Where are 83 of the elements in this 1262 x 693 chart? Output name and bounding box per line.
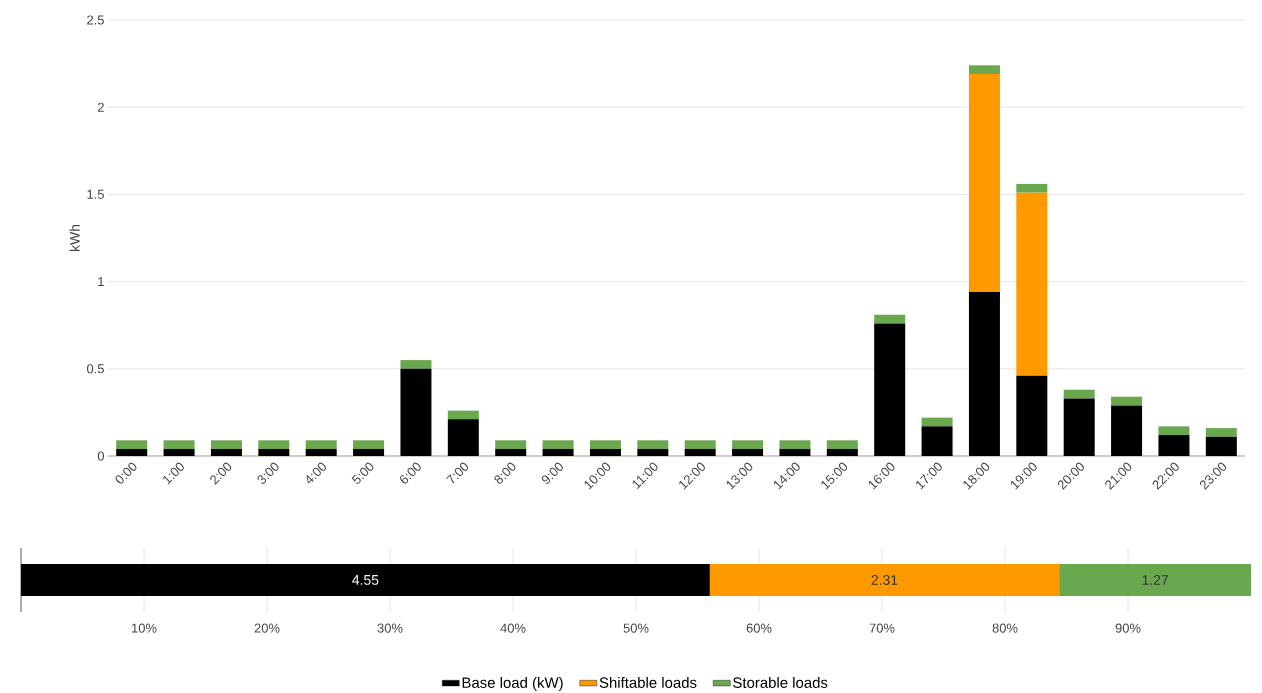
x-tick-label: 6:00 [400, 462, 421, 484]
bar [116, 440, 148, 450]
x-tick-label: 90% [1115, 623, 1141, 633]
bar [447, 419, 479, 456]
annotation: 2.31 [871, 575, 898, 585]
bar [495, 440, 527, 450]
bar [400, 360, 432, 369]
y-tick-label: 1.5 [87, 189, 104, 199]
bar [542, 440, 574, 450]
bar [258, 440, 290, 450]
x-tick-label: 9:00 [541, 462, 563, 484]
bar [1205, 436, 1237, 456]
bar [21, 563, 710, 596]
bar [732, 449, 764, 456]
y-tick-label: 1 [98, 277, 104, 287]
bar [1205, 428, 1237, 437]
bar [1111, 405, 1143, 456]
x-tick-label: 80% [992, 623, 1018, 633]
bar [305, 449, 337, 456]
bar [542, 449, 574, 456]
bar [305, 440, 337, 450]
bar [779, 440, 811, 450]
bar [1016, 375, 1048, 456]
x-tick-label: 60% [746, 623, 772, 633]
x-tick-label: 70% [869, 623, 895, 633]
x-tick-label: 8:00 [494, 462, 516, 484]
bar [921, 426, 953, 456]
bar [921, 417, 953, 427]
bar [968, 292, 1000, 456]
annotation: 1.27 [1142, 575, 1168, 585]
bar [968, 74, 1000, 293]
bar [163, 449, 195, 456]
bar [1063, 398, 1095, 456]
x-tick-label: 20% [254, 623, 280, 633]
bar [258, 449, 290, 456]
bar [684, 449, 716, 456]
annotation: 4.55 [352, 575, 379, 585]
bar [874, 314, 906, 324]
x-tick-label: 0:00 [115, 462, 137, 484]
bar [589, 440, 621, 450]
bar [968, 65, 1000, 75]
bar [684, 440, 716, 450]
x-tick-label: 10% [132, 623, 157, 633]
bar [1111, 396, 1143, 406]
bar [779, 449, 811, 456]
bar [210, 440, 242, 450]
bar [589, 449, 621, 456]
bar [353, 449, 385, 456]
y-tick-label: 0 [97, 451, 104, 461]
bar [637, 449, 669, 456]
bar [495, 449, 527, 456]
bar [826, 440, 858, 450]
bar [1059, 563, 1252, 596]
legend-label: Shiftable loads [599, 676, 697, 688]
bar [1158, 435, 1190, 456]
x-tick-label: 50% [623, 623, 649, 633]
legend-label: Base load (kW) [462, 676, 563, 691]
y-tick-label: 0.5 [86, 364, 104, 374]
y-tick-label: 2.5 [87, 15, 104, 25]
x-tick-label: 5:00 [351, 462, 374, 484]
bar [116, 449, 148, 456]
x-tick-label: 3:00 [257, 462, 279, 484]
bar [709, 563, 1060, 596]
bar [1016, 192, 1048, 376]
bar [400, 368, 432, 456]
y-axis-title: kWh [69, 224, 80, 251]
bar [447, 410, 479, 420]
x-tick-label: 4:00 [306, 462, 326, 484]
x-tick-label: 30% [377, 623, 403, 633]
bar [1016, 183, 1048, 193]
bar [1063, 389, 1095, 399]
bar [210, 449, 242, 456]
bar [353, 440, 385, 450]
bar [163, 440, 195, 450]
bar [1158, 426, 1190, 436]
x-tick-label: 40% [500, 623, 526, 633]
bar [732, 440, 764, 450]
bar [637, 440, 669, 450]
x-tick-label: 7:00 [446, 462, 469, 484]
y-tick-label: 2 [97, 102, 104, 112]
bar [826, 449, 858, 456]
bar [874, 323, 906, 456]
legend-label: Storable loads [733, 676, 828, 688]
